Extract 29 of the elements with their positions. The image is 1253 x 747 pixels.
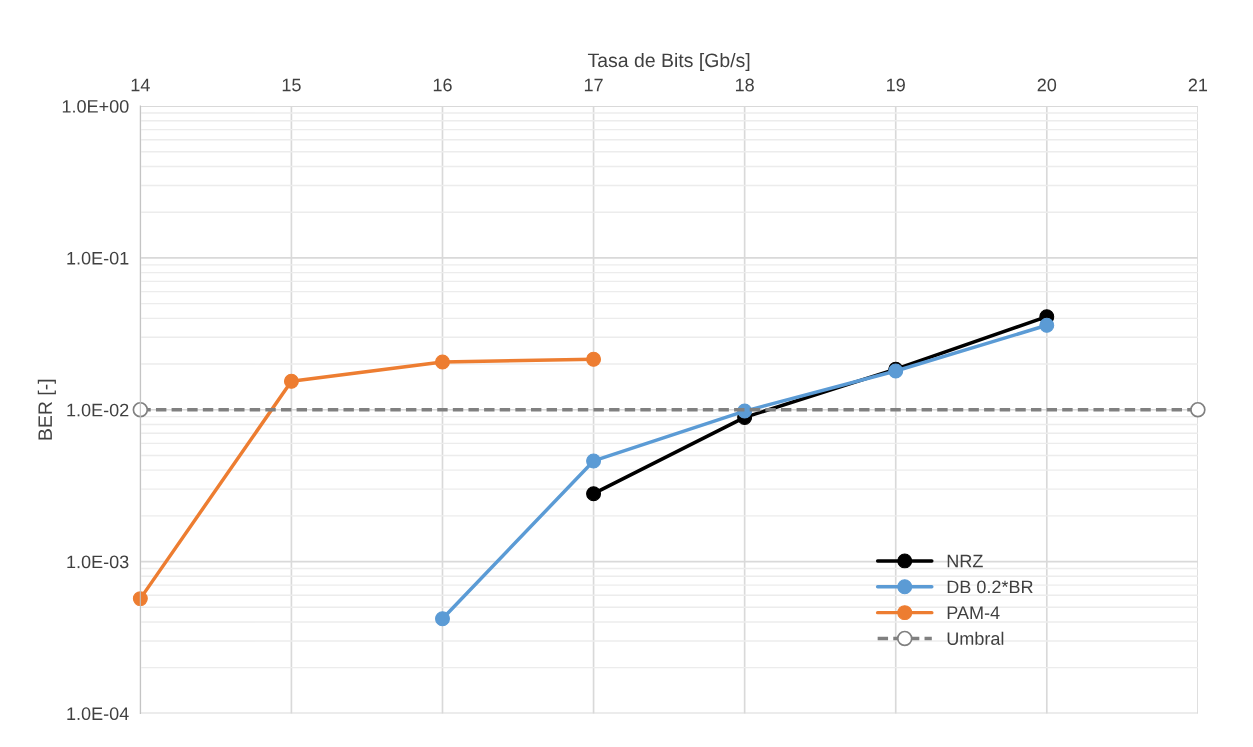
y-tick-label: 1.0E-02 bbox=[67, 403, 129, 417]
x-tick-label: 16 bbox=[433, 78, 452, 92]
legend-label: NRZ bbox=[947, 554, 983, 568]
legend-label: DB 0.2*BR bbox=[947, 580, 1033, 594]
point bbox=[435, 611, 450, 627]
y-tick-label: 1.0E+00 bbox=[62, 100, 129, 113]
point bbox=[1190, 401, 1206, 418]
legend-label: PAM-4 bbox=[947, 606, 1000, 619]
point bbox=[132, 401, 149, 418]
point bbox=[586, 351, 602, 367]
x-tick-label: 18 bbox=[735, 78, 754, 92]
point bbox=[1039, 317, 1055, 333]
point bbox=[435, 354, 450, 370]
x-tick-label: 19 bbox=[887, 78, 905, 92]
y-axis-title: BER [-] bbox=[37, 379, 56, 440]
x-tick-label: 17 bbox=[584, 78, 603, 92]
x-axis-title: Tasa de Bits [Gb/s] bbox=[587, 52, 750, 72]
x-tick-label: 15 bbox=[282, 78, 301, 92]
point bbox=[586, 453, 602, 469]
point bbox=[586, 486, 602, 502]
x-tick-label: 21 bbox=[1188, 78, 1208, 92]
y-tick-label: 1.0E-01 bbox=[67, 251, 129, 265]
x-tick-label: 14 bbox=[131, 78, 150, 92]
y-tick-label: 1.0E-03 bbox=[67, 555, 129, 569]
y-tick-label: 1.0E-04 bbox=[67, 707, 129, 721]
x-tick-label: 20 bbox=[1037, 78, 1057, 92]
point bbox=[132, 591, 148, 607]
legend-label: Umbral bbox=[947, 631, 1004, 645]
point bbox=[283, 373, 299, 389]
